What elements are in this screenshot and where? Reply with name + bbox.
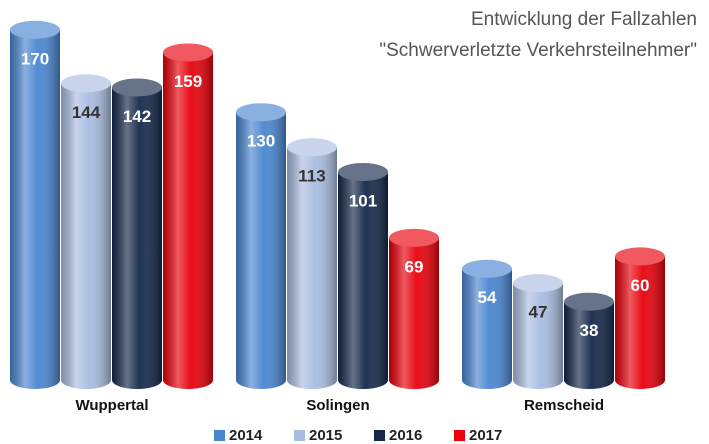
bar-shade [61,83,111,390]
legend-swatch [374,430,385,441]
bar-shade [389,237,439,389]
bar-top [287,138,337,157]
legend-swatch [454,430,465,441]
bar-shade [564,301,614,389]
chart-subtitle: "Schwerverletzte Verkehrsteilnehmer" [379,40,697,61]
x-tick-label: Solingen [306,397,369,414]
bar-shade [462,268,512,389]
bar-shade [513,283,563,389]
legend-label: 2014 [229,427,263,444]
bar-shade [163,52,213,389]
data-label: 69 [405,257,424,276]
data-label: 47 [529,303,548,322]
bar-top [615,247,665,266]
bar-top [564,292,614,311]
bar-shade [287,147,337,389]
bar-shade [10,29,60,389]
x-tick-label: Wuppertal [75,397,148,414]
bar-top [236,103,286,122]
data-label: 101 [349,191,377,210]
data-label: 113 [298,167,325,186]
bar-top [163,43,213,62]
legend-label: 2015 [309,427,342,444]
bar-shade [338,171,388,389]
data-label: 38 [580,321,599,340]
data-label: 159 [174,72,202,91]
bar-top [513,274,563,293]
x-tick-label: Remscheid [524,397,604,414]
bar-top [389,228,439,247]
data-label: 170 [21,49,49,68]
data-label: 144 [72,103,101,122]
bar-top [10,20,60,39]
bar-shade [615,256,665,389]
legend-swatch [214,430,225,441]
bar-shade [112,87,162,389]
bar-shade [236,112,286,389]
bar-top [61,74,111,93]
data-label: 130 [247,132,275,151]
legend-label: 2016 [389,427,422,444]
bar-top [112,78,162,97]
data-label: 142 [123,107,151,126]
chart-title: Entwicklung der Fallzahlen [471,9,697,30]
legend-label: 2017 [469,427,502,444]
bar-top [462,259,512,278]
data-label: 54 [478,288,497,307]
bar-top [338,162,388,181]
legend-swatch [294,430,305,441]
data-label: 60 [631,276,650,295]
